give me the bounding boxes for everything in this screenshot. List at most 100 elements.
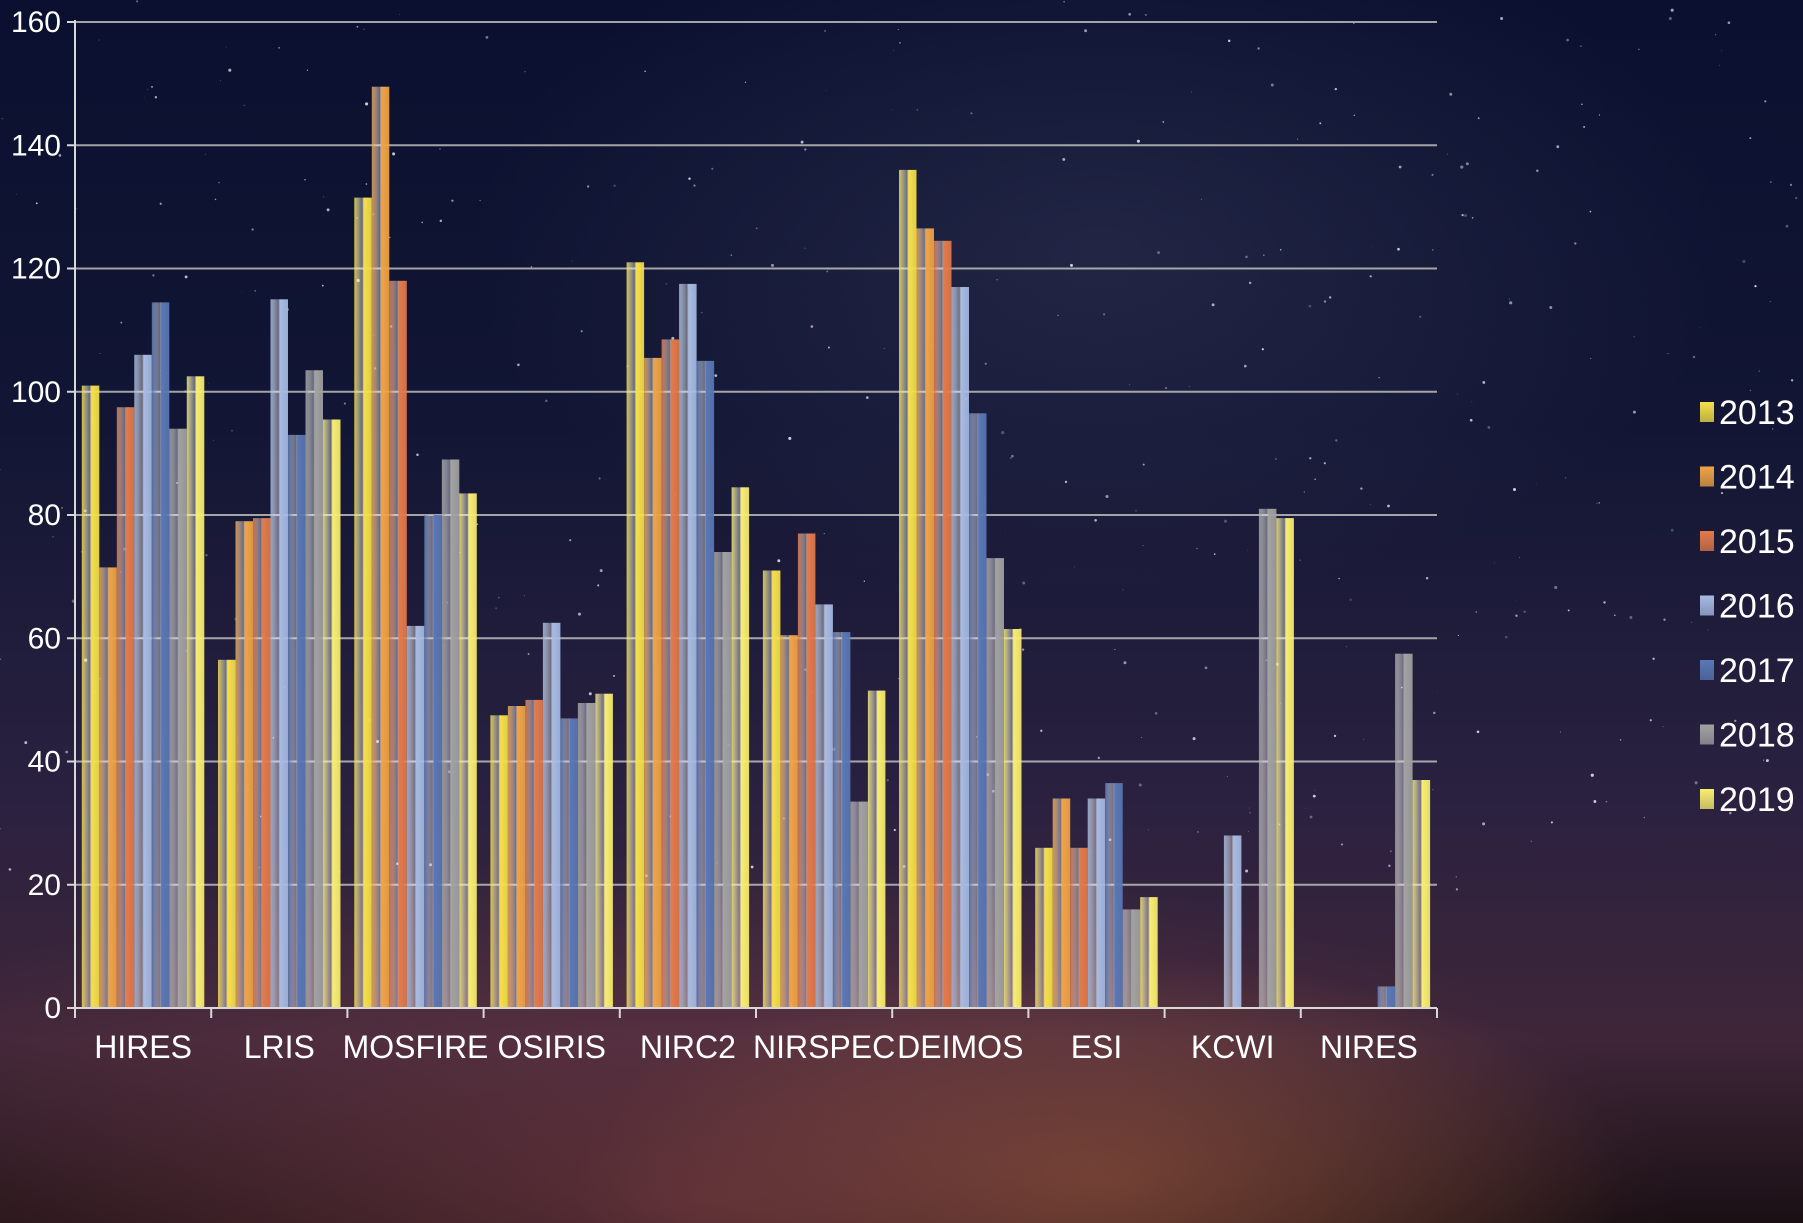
star [1487,425,1491,429]
star [1638,48,1640,51]
star [1699,327,1701,329]
star [866,396,869,399]
star [1323,300,1327,303]
star [1433,711,1436,715]
star [1340,843,1344,846]
star [1593,800,1597,803]
star [1138,783,1142,787]
star [1790,379,1794,382]
star [1465,162,1469,166]
bar-nirc2-2019 [731,487,750,1008]
star [1692,355,1696,359]
star [1460,165,1464,169]
star [517,363,520,367]
star [1299,559,1301,561]
bar-nirc2-2017 [696,360,715,1008]
star [1765,759,1769,763]
star [1589,357,1592,360]
star [439,219,443,223]
star [1475,611,1478,613]
star [897,678,899,680]
star [1114,648,1116,651]
legend-swatch-2016 [1700,595,1714,616]
legend-label-2016: 2016 [1719,588,1795,626]
star [35,202,38,205]
bar-nirspec-2016 [815,604,833,1008]
bar-nirspec-2014 [780,635,798,1008]
star [1512,487,1517,492]
star [1297,138,1299,140]
x-category-label: HIRES [94,1029,192,1065]
star [898,41,901,44]
star [476,523,479,526]
star [61,506,64,509]
star [671,336,675,340]
star [1128,12,1132,16]
star [580,330,583,333]
star [1314,789,1316,791]
star [970,112,973,115]
star [343,402,346,405]
star [1257,47,1260,50]
star [1761,597,1763,599]
star [1309,815,1313,819]
legend: 2013 2014 2015 2016 2017 2018 2019 [1700,394,1795,819]
star [1471,217,1474,219]
star [665,282,668,285]
star [800,140,804,144]
star [1308,304,1312,308]
bar-nirc2-2018 [714,552,732,1008]
star [1550,821,1553,824]
bar-esi-2018 [1122,909,1141,1008]
star [688,177,691,180]
x-category-label: LRIS [244,1029,315,1065]
legend-label-2014: 2014 [1719,459,1795,497]
star [1749,137,1752,140]
star [1148,829,1149,831]
star [1769,300,1771,303]
star [1371,247,1373,249]
bar-deimos-2015 [934,240,952,1009]
star [240,291,242,293]
star [1530,840,1533,843]
star [1211,303,1215,307]
y-tick-label: 0 [44,992,61,1025]
bar-lris-2015 [253,518,271,1008]
star [730,254,733,256]
star [827,346,830,349]
star [524,595,526,596]
star [1662,726,1664,728]
star [1129,384,1131,386]
x-category-label: ESI [1071,1029,1123,1065]
bar-deimos-2014 [916,228,934,1008]
star [577,612,582,616]
star [613,184,616,187]
star [1123,661,1127,665]
bar-kcwi-2018 [1258,508,1277,1008]
bar-nires-2019 [1412,780,1431,1008]
y-axis-tick-labels: 0 20 40 60 80 100 120 140 160 [11,6,61,1025]
star [1141,737,1143,738]
star [15,193,17,195]
legend-swatch-2019 [1700,789,1714,809]
star [1192,737,1196,741]
star [588,692,592,696]
star [1247,831,1249,833]
star [1303,491,1305,493]
star [1,117,4,120]
bar-nirspec-2017 [832,632,851,1008]
legend-swatch-2014 [1700,466,1714,487]
star [1449,92,1453,96]
star [1763,759,1765,761]
star [8,868,12,871]
bar-lris-2017 [288,434,306,1008]
bar-esi-2015 [1070,847,1088,1008]
star [1663,618,1666,621]
bar-lris-2019 [323,419,341,1008]
star [1363,738,1365,740]
star [208,382,210,384]
star [24,741,28,745]
star [1105,494,1109,499]
